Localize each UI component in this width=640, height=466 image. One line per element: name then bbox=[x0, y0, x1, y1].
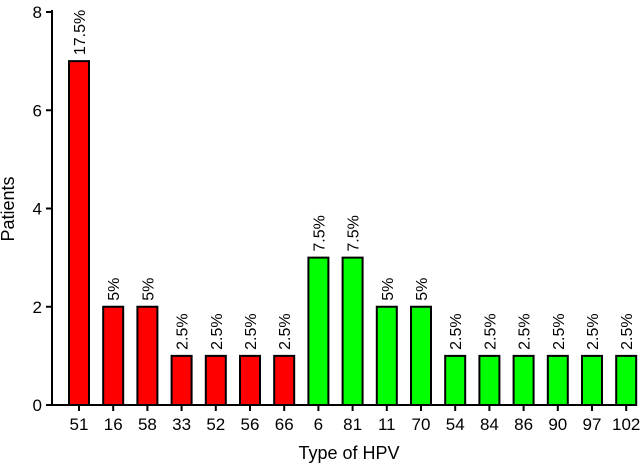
x-tick-label: 70 bbox=[412, 415, 431, 434]
data-label-hpv-66: 2.5% bbox=[277, 313, 294, 349]
x-tick-label: 90 bbox=[548, 415, 567, 434]
data-label-hpv-56: 2.5% bbox=[243, 313, 260, 349]
x-tick-label: 84 bbox=[480, 415, 499, 434]
x-tick-label: 102 bbox=[612, 415, 640, 434]
bar-hpv-102 bbox=[615, 354, 638, 406]
bar-hpv-56 bbox=[239, 354, 261, 406]
data-label-hpv-102: 2.5% bbox=[619, 313, 636, 349]
x-tick-label: 86 bbox=[514, 415, 533, 434]
data-label-hpv-86: 2.5% bbox=[517, 313, 534, 349]
bar-hpv-6 bbox=[307, 256, 330, 406]
x-tick-label: 81 bbox=[343, 415, 362, 434]
data-label-hpv-70: 5% bbox=[414, 278, 431, 301]
bar-hpv-81 bbox=[341, 256, 364, 406]
bar-hpv-11 bbox=[375, 305, 398, 406]
y-tick-label: 0 bbox=[33, 396, 42, 415]
bar-hpv-84 bbox=[478, 354, 501, 406]
x-axis: 51 16 58 33 52 56 66 6 81 11 70 54 84 86 90 97 102 bbox=[52, 404, 640, 434]
bar-hpv-16 bbox=[102, 305, 125, 406]
bar-hpv-97 bbox=[581, 354, 603, 406]
data-label-hpv-16: 5% bbox=[106, 278, 123, 301]
bar-hpv-58 bbox=[136, 305, 159, 406]
x-tick-label: 56 bbox=[241, 415, 260, 434]
bar-hpv-70 bbox=[410, 305, 432, 406]
x-tick-label: 16 bbox=[104, 415, 123, 434]
data-label-hpv-33: 2.5% bbox=[175, 313, 192, 349]
data-label-hpv-84: 2.5% bbox=[482, 313, 499, 349]
bar-hpv-52 bbox=[204, 354, 227, 406]
data-label-hpv-6: 7.5% bbox=[311, 215, 328, 251]
data-label-hpv-11: 5% bbox=[380, 278, 397, 301]
x-tick-label: 33 bbox=[172, 415, 191, 434]
y-axis: 0 2 4 6 8 bbox=[33, 3, 53, 415]
x-tick-label: 52 bbox=[206, 415, 225, 434]
x-tick-label: 66 bbox=[275, 415, 294, 434]
x-tick-label: 11 bbox=[378, 415, 396, 434]
x-axis-title: Type of HPV bbox=[298, 443, 399, 463]
bar-hpv-66 bbox=[273, 354, 296, 406]
y-tick-label: 4 bbox=[33, 200, 42, 219]
data-label-hpv-51: 17.5% bbox=[72, 10, 89, 55]
data-label-hpv-58: 5% bbox=[140, 278, 157, 301]
data-label-hpv-52: 2.5% bbox=[209, 313, 226, 349]
x-tick-label: 51 bbox=[70, 415, 89, 434]
bar-hpv-86 bbox=[512, 354, 535, 406]
bar-hpv-90 bbox=[546, 354, 569, 406]
y-tick-label: 2 bbox=[33, 298, 42, 317]
data-label-hpv-97: 2.5% bbox=[585, 313, 602, 349]
data-label-hpv-54: 2.5% bbox=[448, 313, 465, 349]
bars bbox=[68, 60, 638, 406]
bar-hpv-33 bbox=[170, 354, 193, 406]
x-tick-label: 97 bbox=[583, 415, 602, 434]
data-labels: 17.5% 5% 5% 2.5% 2.5% 2.5% 2.5% 7.5% 7.5% 5% 5% 2.5… bbox=[72, 10, 636, 350]
x-tick-label: 54 bbox=[446, 415, 465, 434]
data-label-hpv-90: 2.5% bbox=[551, 313, 568, 349]
bar-hpv-54 bbox=[444, 354, 467, 406]
x-tick-label: 58 bbox=[138, 415, 157, 434]
bar-hpv-51 bbox=[68, 60, 90, 406]
data-label-hpv-81: 7.5% bbox=[346, 215, 363, 251]
y-axis-title: Patients bbox=[0, 176, 18, 241]
y-tick-label: 8 bbox=[33, 3, 42, 22]
x-tick-label: 6 bbox=[314, 415, 323, 434]
y-tick-label: 6 bbox=[33, 101, 42, 120]
